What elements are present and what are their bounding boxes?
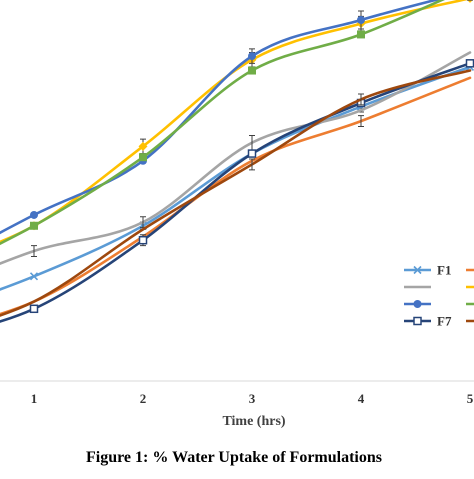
legend-label: F1 bbox=[437, 263, 451, 278]
series-6-point bbox=[357, 30, 365, 38]
x-tick-label: 3 bbox=[249, 391, 256, 406]
x-axis-title: Time (hrs) bbox=[222, 414, 285, 429]
x-tick-label: 1 bbox=[31, 391, 38, 406]
series-4-line bbox=[0, 0, 470, 269]
x-tick-labels: 1 2 3 4 5 bbox=[31, 391, 474, 406]
legend: F1F4F7 bbox=[397, 252, 474, 350]
x-tick-label: 4 bbox=[358, 391, 365, 406]
legend-label: F7 bbox=[437, 314, 452, 329]
series-4 bbox=[0, 0, 474, 274]
series-7-point bbox=[140, 237, 147, 244]
series-5-line bbox=[0, 0, 470, 273]
series-5-point bbox=[30, 211, 38, 219]
series-6-point bbox=[30, 222, 38, 230]
series-6-point bbox=[248, 67, 256, 75]
figure-caption: Figure 1: % Water Uptake of Formulations bbox=[86, 449, 382, 466]
legend-background bbox=[397, 252, 474, 350]
x-tick-label: 5 bbox=[467, 391, 474, 406]
series-6-line bbox=[0, 0, 470, 280]
legend-marker bbox=[414, 300, 422, 308]
x-tick-label: 2 bbox=[140, 391, 147, 406]
series-5-point bbox=[357, 16, 365, 24]
series-7-point bbox=[249, 150, 256, 157]
series-7-point bbox=[31, 305, 38, 312]
series-7-point bbox=[467, 60, 474, 67]
series-5 bbox=[0, 0, 474, 277]
legend-marker bbox=[414, 318, 421, 325]
series-5-point bbox=[248, 52, 256, 60]
series-6-point bbox=[139, 153, 147, 161]
